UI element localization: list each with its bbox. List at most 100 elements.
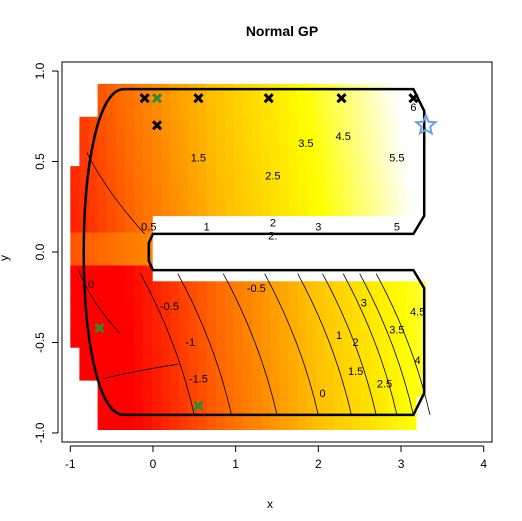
heat-cell (161, 396, 171, 414)
x-axis-label: x (267, 497, 273, 511)
heat-cell (279, 166, 290, 184)
y-tick-label: 1.0 (33, 62, 47, 79)
heat-cell (415, 149, 426, 167)
heat-cell (97, 133, 108, 151)
heat-cell (161, 83, 171, 101)
heat-cell (88, 264, 99, 282)
heat-cell (133, 314, 144, 332)
contour-label: -1.5 (189, 373, 208, 385)
heat-cell (379, 347, 390, 365)
heat-cell (224, 281, 235, 299)
heat-cell (397, 412, 408, 430)
heat-cell (379, 83, 390, 101)
heat-cell (306, 297, 317, 315)
heat-cell (206, 380, 217, 398)
heat-cell (343, 297, 353, 315)
heat-cell (79, 330, 90, 348)
heat-cell (352, 347, 362, 365)
heat-cell (215, 199, 226, 217)
heat-cell (124, 182, 135, 200)
heat-cell (352, 281, 362, 299)
heat-cell (334, 314, 344, 332)
heat-cell (361, 380, 371, 398)
heat-cell (415, 330, 426, 348)
heat-cell (115, 215, 126, 233)
heat-cell (97, 199, 108, 217)
heat-cell (106, 314, 117, 332)
heat-cell (352, 314, 362, 332)
heat-cell (352, 133, 362, 151)
heat-cell (197, 83, 208, 101)
heat-cell (343, 199, 353, 217)
heat-cell (79, 363, 90, 381)
heat-cell (279, 363, 290, 381)
heat-cell (143, 149, 153, 167)
heat-cell (388, 330, 399, 348)
heat-cell (161, 116, 171, 134)
heat-cell (206, 182, 217, 200)
heat-cell (234, 412, 244, 430)
heat-cell (143, 182, 153, 200)
heat-cell (415, 166, 426, 184)
heat-cell (270, 347, 281, 365)
heat-cell (334, 116, 344, 134)
heat-cell (106, 133, 117, 151)
heat-cell (88, 363, 99, 381)
heat-cell (115, 166, 126, 184)
heat-cell (352, 116, 362, 134)
contour-line-lower (322, 273, 377, 415)
heat-cell (406, 314, 417, 332)
heat-cell (315, 412, 326, 430)
heat-cell (234, 314, 244, 332)
heat-cell (270, 363, 281, 381)
heat-cell (270, 412, 281, 430)
x-tick-label: -1 (65, 457, 76, 471)
heat-cell (270, 199, 281, 217)
contour-label: 1 (204, 221, 210, 233)
contour-label: 4.5 (336, 131, 351, 143)
heat-cell (206, 83, 217, 101)
green-x-marker (94, 322, 105, 334)
heat-cell (252, 199, 262, 217)
heat-cell (106, 83, 117, 101)
heat-cell (115, 199, 126, 217)
heat-cell (315, 133, 326, 151)
heat-cell (143, 412, 153, 430)
heat-cell (106, 281, 117, 299)
heat-cell (415, 314, 426, 332)
heat-cell (388, 149, 399, 167)
heat-cell (215, 396, 226, 414)
heat-cell (170, 83, 180, 101)
heat-cell (297, 330, 308, 348)
heat-cell (179, 182, 190, 200)
heat-cell (270, 396, 281, 414)
chart-title: Normal GP (246, 23, 318, 39)
heat-cell (170, 314, 180, 332)
heat-cell (261, 281, 271, 299)
heat-cell (97, 347, 108, 365)
heat-cell (79, 314, 90, 332)
heat-cell (115, 396, 126, 414)
contour-label: 3.5 (389, 324, 404, 336)
heat-cell (306, 396, 317, 414)
heat-cell (397, 380, 408, 398)
heat-cell (343, 330, 353, 348)
heat-cell (334, 396, 344, 414)
heat-cell (97, 363, 108, 381)
heat-cell (179, 314, 190, 332)
heat-cell (115, 182, 126, 200)
heat-cell (297, 116, 308, 134)
contour-line-lower (375, 273, 431, 415)
heat-cell (397, 330, 408, 348)
heat-cell (124, 83, 135, 101)
heat-cell (70, 166, 80, 184)
heat-cell (270, 133, 281, 151)
heat-cell (234, 281, 244, 299)
heat-cell (406, 281, 417, 299)
heat-cell (243, 83, 253, 101)
heat-cell (343, 83, 353, 101)
contour-label: 0.5 (141, 221, 156, 233)
heat-cell (370, 199, 381, 217)
heat-cell (270, 314, 281, 332)
heat-cell (124, 116, 135, 134)
